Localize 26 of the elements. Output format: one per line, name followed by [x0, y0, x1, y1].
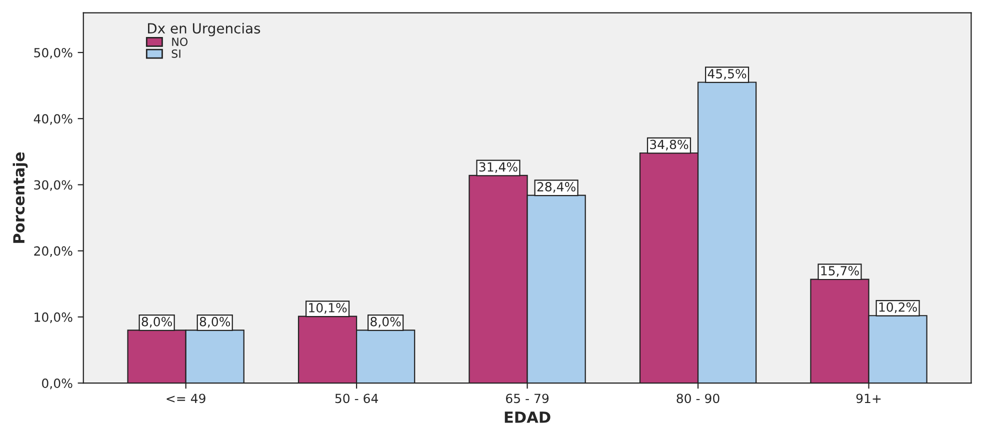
legend-title: Dx en Urgencias: [148, 22, 260, 36]
data-label: 28,4%: [537, 182, 576, 193]
x-tick-label: <= 49: [166, 394, 206, 404]
data-label: 8,0%: [142, 316, 172, 328]
legend-label: SI: [172, 49, 180, 58]
y-tick-label: 40,0%: [34, 114, 72, 125]
data-label: 8,0%: [370, 316, 401, 328]
y-tick-label: 20,0%: [34, 246, 72, 258]
data-label: 10,2%: [879, 302, 917, 314]
x-axis-title: EDAD: [504, 412, 550, 423]
data-label: 45,5%: [708, 68, 746, 80]
x-tick-label: 80 - 90: [676, 394, 720, 404]
y-tick-label: 50,0%: [34, 48, 72, 59]
x-tick-label: 91+: [856, 394, 881, 404]
x-tick-label: 50 - 64: [335, 394, 378, 404]
y-tick-label: 10,0%: [34, 312, 72, 324]
legend-label: NO: [172, 38, 188, 46]
data-label: 31,4%: [479, 162, 518, 173]
data-label: 34,8%: [650, 140, 688, 150]
y-tick-label: 30,0%: [34, 180, 72, 191]
data-label: 10,1%: [309, 303, 347, 314]
x-tick-label: 65 - 79: [506, 394, 549, 404]
y-tick-label: 0,0%: [42, 378, 72, 390]
data-label: 8,0%: [200, 316, 230, 328]
y-axis-title: Porcentaje: [12, 152, 28, 243]
data-label: 15,7%: [821, 266, 859, 277]
